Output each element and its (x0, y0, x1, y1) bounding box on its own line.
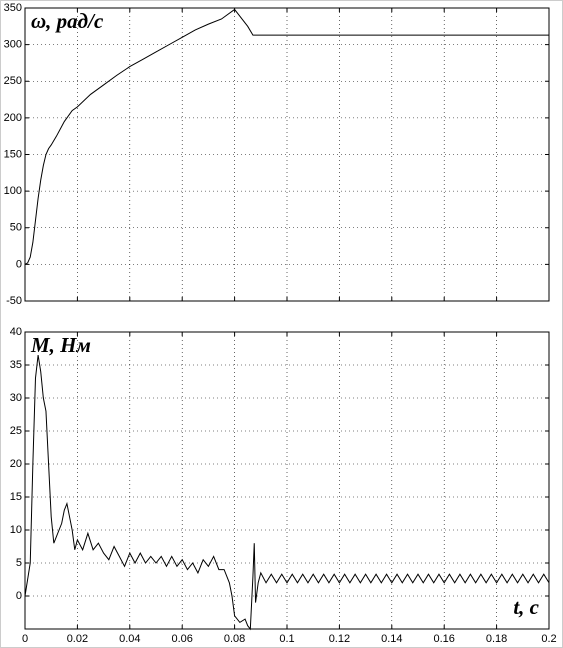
x-tick-label: 0.02 (67, 633, 88, 645)
y-axis-label: ω, рад/с (31, 9, 104, 33)
x-tick-label: 0.14 (381, 633, 402, 645)
y-tick-label: 250 (4, 75, 22, 87)
x-tick-label: 0.12 (329, 633, 350, 645)
y-tick-label: 25 (10, 425, 22, 437)
x-tick-label: 0.08 (224, 633, 245, 645)
data-line (24, 8, 549, 265)
x-axis-label: t, c (513, 595, 539, 619)
y-tick-label: 50 (10, 222, 22, 234)
y-tick-label: 5 (16, 557, 22, 569)
x-tick-label: 0.1 (279, 633, 294, 645)
axes-box (24, 331, 550, 630)
x-tick-label: 0.04 (119, 633, 140, 645)
y-tick-label: 350 (4, 2, 22, 14)
y-tick-label: 10 (10, 524, 22, 536)
y-tick-label: 0 (16, 590, 22, 602)
plot-area (25, 8, 549, 301)
y-tick-label: 0 (16, 258, 22, 270)
y-tick-label: -50 (6, 295, 22, 307)
x-tick-label: 0.16 (433, 633, 454, 645)
y-tick-label: 20 (10, 458, 22, 470)
y-tick-label: 150 (4, 148, 22, 160)
data-line (24, 355, 550, 631)
y-tick-label: 30 (10, 392, 22, 404)
y-tick-label: 15 (10, 491, 22, 503)
axes-box (24, 7, 550, 302)
y-tick-label: 100 (4, 185, 22, 197)
y-tick-label: 35 (10, 359, 22, 371)
x-tick-label: 0.2 (541, 633, 556, 645)
y-tick-label: 300 (4, 39, 22, 51)
y-tick-label: 40 (10, 326, 22, 338)
x-tick-label: 0.18 (486, 633, 507, 645)
x-tick-label: 0 (22, 633, 28, 645)
y-tick-label: 200 (4, 112, 22, 124)
y-axis-label: M, Нм (30, 333, 91, 357)
x-tick-label: 0.06 (171, 633, 192, 645)
